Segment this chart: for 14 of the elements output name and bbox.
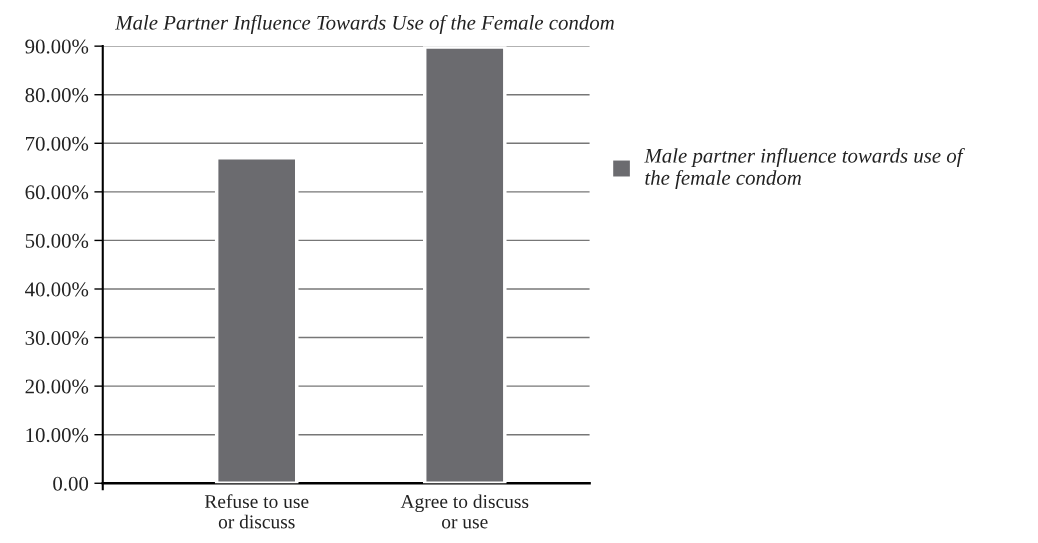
x-tick-label: Agree to discuss or use	[400, 494, 529, 529]
y-tick-label: 30.00%	[25, 330, 89, 346]
x-tick-label: Refuse to use or discuss	[204, 494, 309, 529]
y-tick-label: 20.00%	[25, 379, 89, 394]
chart-title: Male Partner Influence Towards Use of the Female condom	[114, 14, 614, 34]
y-tick-label: 40.00%	[25, 282, 89, 297]
y-tick-label: 70.00%	[26, 136, 89, 151]
y-tick-label: 60.00%	[25, 185, 89, 200]
y-tick-label: 80.00%	[25, 88, 89, 103]
y-tick-label: 10.00%	[26, 428, 89, 443]
y-tick-label: 90.00%	[25, 39, 89, 54]
legend-label: Male partner influence towards use of the female condom	[644, 147, 965, 190]
y-tick-label: 50.00%	[25, 233, 89, 248]
y-tick-label: 0.00	[53, 476, 89, 491]
